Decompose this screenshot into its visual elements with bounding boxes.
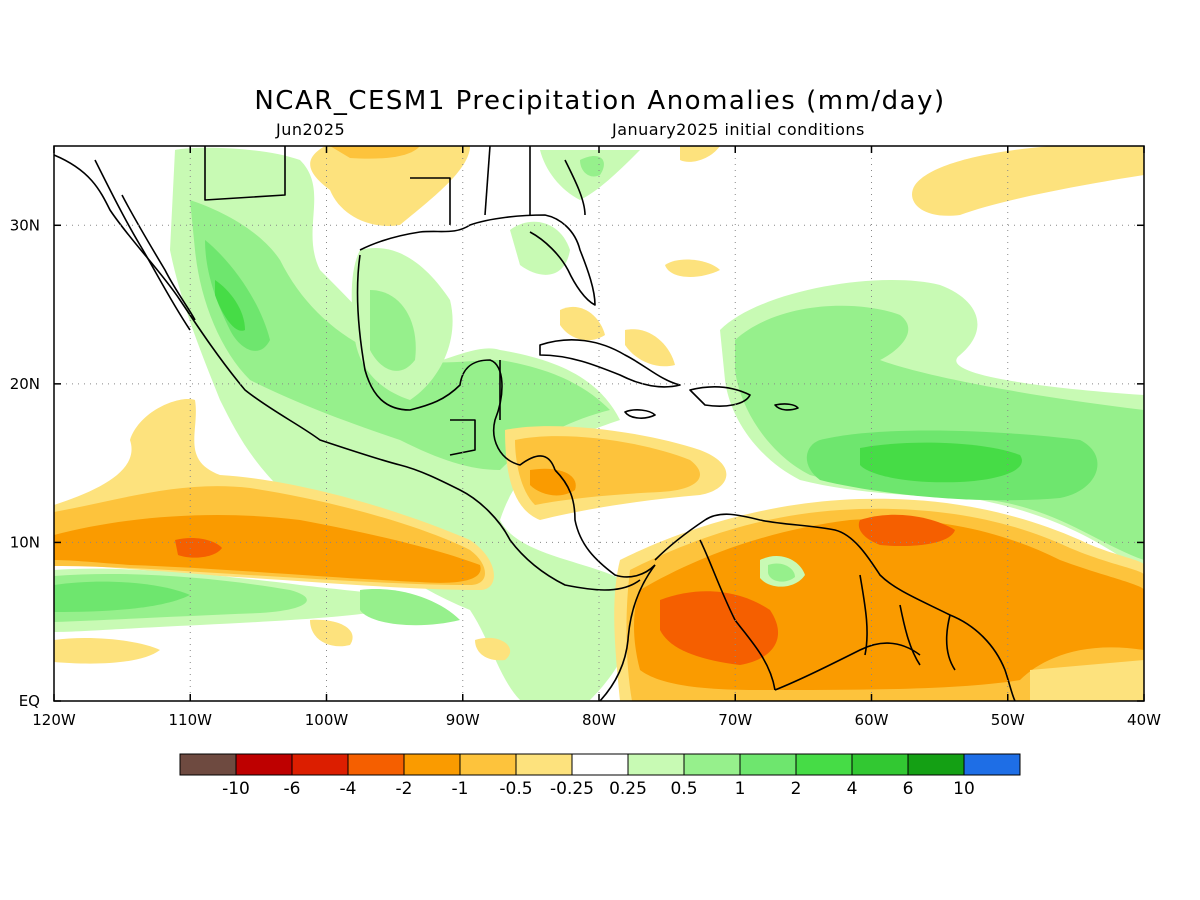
- colorbar-swatch: [571, 753, 629, 776]
- colorbar-label: 0.25: [609, 779, 647, 799]
- colorbar: -10 -6 -4 -2 -1 -0.5 -0.25 0.25 0.5 1 2 4 6 10: [179, 753, 1021, 799]
- anomaly-region: [190, 200, 610, 470]
- x-tick-label: 50W: [991, 711, 1025, 729]
- anomaly-region: [768, 563, 795, 582]
- coastlines: [54, 146, 1016, 701]
- x-tick-label: 60W: [855, 711, 889, 729]
- colorbar-swatch: [683, 753, 741, 776]
- colorbar-swatch: [851, 753, 909, 776]
- anomaly-region: [330, 146, 420, 159]
- latitude-axis: EQ 10N 20N 30N: [10, 216, 1144, 710]
- colorbar-swatch: [291, 753, 349, 776]
- longitude-axis: 120W 110W 100W 90W 80W 70W 60W 50W 40W: [32, 146, 1161, 729]
- y-tick-label: 20N: [10, 375, 40, 393]
- colorbar-label: 6: [903, 779, 914, 799]
- colorbar-label: 10: [953, 779, 975, 799]
- y-tick-label: EQ: [19, 692, 40, 710]
- anomaly-region: [1030, 660, 1144, 701]
- anomaly-region: [680, 146, 720, 162]
- x-tick-label: 40W: [1127, 711, 1161, 729]
- y-tick-label: 10N: [10, 533, 40, 551]
- initial-conditions: January2025 initial conditions: [612, 120, 865, 139]
- anomaly-region: [580, 155, 604, 177]
- anomaly-region: [310, 619, 353, 647]
- x-tick-label: 110W: [169, 711, 213, 729]
- colorbar-label: -1: [452, 779, 469, 799]
- anomaly-region: [510, 221, 570, 275]
- anomaly-region: [560, 306, 605, 341]
- colorbar-label: -4: [340, 779, 357, 799]
- anomaly-region: [860, 442, 1022, 483]
- colorbar-label: 2: [791, 779, 802, 799]
- anomaly-region: [625, 329, 675, 367]
- anomaly-region: [370, 290, 416, 371]
- forecast-month: Jun2025: [276, 120, 346, 139]
- colorbar-label: -2: [396, 779, 413, 799]
- colorbar-swatch: [795, 753, 853, 776]
- colorbar-label: -0.25: [550, 779, 594, 799]
- colorbar-label: -0.5: [499, 779, 532, 799]
- map-title: NCAR_CESM1 Precipitation Anomalies (mm/d…: [254, 86, 946, 116]
- x-tick-label: 70W: [718, 711, 752, 729]
- anomaly-region: [54, 515, 481, 583]
- colorbar-swatch: [403, 753, 461, 776]
- colorbar-swatch: [515, 753, 573, 776]
- colorbar-swatch: [907, 753, 965, 776]
- colorbar-swatch: [739, 753, 797, 776]
- anomaly-region: [665, 259, 720, 277]
- anomaly-region: [205, 240, 270, 351]
- anomaly-region: [530, 468, 576, 496]
- anomaly-region: [360, 589, 460, 626]
- colorbar-label: 0.5: [670, 779, 697, 799]
- colorbar-swatch: [179, 753, 237, 776]
- anomaly-region: [215, 280, 245, 331]
- y-tick-label: 30N: [10, 216, 40, 234]
- anomaly-region: [660, 591, 779, 665]
- graticule: [54, 146, 1144, 701]
- x-tick-label: 90W: [446, 711, 480, 729]
- colorbar-swatch: [459, 753, 517, 776]
- anomaly-region: [475, 637, 511, 661]
- anomaly-region: [310, 146, 470, 226]
- colorbar-swatch: [347, 753, 405, 776]
- colorbar-label: 1: [735, 779, 746, 799]
- anomaly-field: [54, 146, 1144, 701]
- colorbar-swatch: [963, 753, 1021, 776]
- anomaly-region: [858, 514, 955, 547]
- anomaly-region: [54, 581, 190, 612]
- anomaly-region: [54, 638, 160, 664]
- colorbar-swatch: [627, 753, 685, 776]
- x-tick-label: 80W: [582, 711, 616, 729]
- x-tick-label: 100W: [305, 711, 349, 729]
- colorbar-label: 4: [847, 779, 858, 799]
- anomaly-region: [912, 146, 1144, 216]
- colorbar-label: -10: [222, 779, 250, 799]
- colorbar-swatch: [235, 753, 293, 776]
- x-tick-label: 120W: [32, 711, 76, 729]
- colorbar-label: -6: [284, 779, 301, 799]
